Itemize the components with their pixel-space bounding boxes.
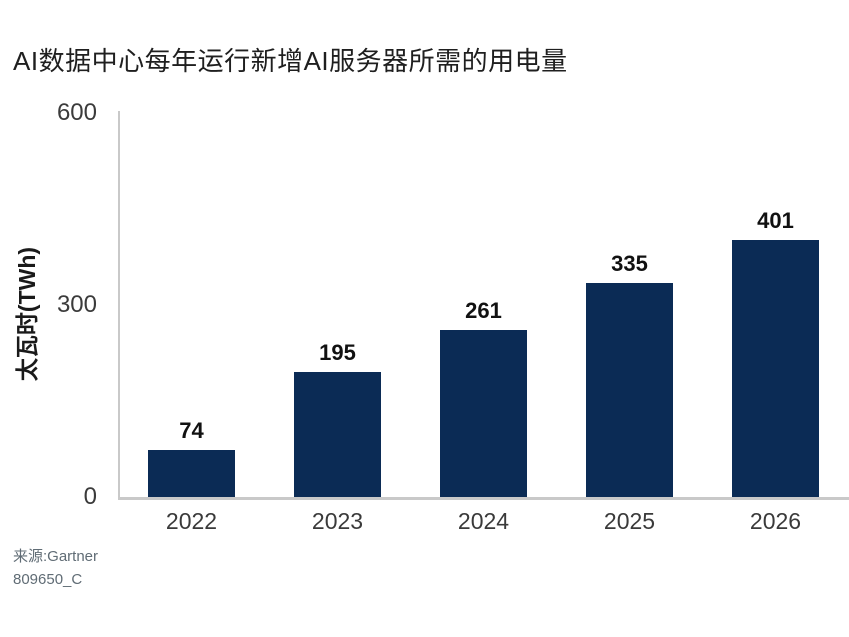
x-axis-line — [118, 497, 849, 500]
y-tick-label: 600 — [56, 99, 97, 126]
y-axis-line — [118, 111, 120, 497]
x-tick-label: 2023 — [311, 508, 364, 534]
bar-value-label: 195 — [319, 340, 356, 365]
x-tick-label: 2026 — [749, 508, 802, 534]
bar-2025 — [586, 283, 673, 497]
bar-2022 — [148, 450, 235, 497]
document-id: 809650_C — [13, 571, 83, 588]
bar-2023 — [294, 372, 381, 497]
source-label: 来源:Gartner — [13, 548, 99, 565]
bar-value-label: 74 — [179, 418, 204, 443]
y-tick-label: 0 — [83, 483, 97, 510]
x-tick-label: 2024 — [457, 508, 510, 534]
bar-value-label: 261 — [465, 298, 502, 323]
bar-value-label: 401 — [757, 208, 794, 233]
chart-title: AI数据中心每年运行新增AI服务器所需的用电量 — [13, 46, 568, 76]
y-tick-label: 300 — [56, 291, 97, 318]
bar-value-label: 335 — [611, 251, 648, 276]
bar-2026 — [732, 240, 819, 497]
x-tick-label: 2022 — [165, 508, 218, 534]
x-tick-label: 2025 — [603, 508, 656, 534]
bar-2024 — [440, 330, 527, 497]
